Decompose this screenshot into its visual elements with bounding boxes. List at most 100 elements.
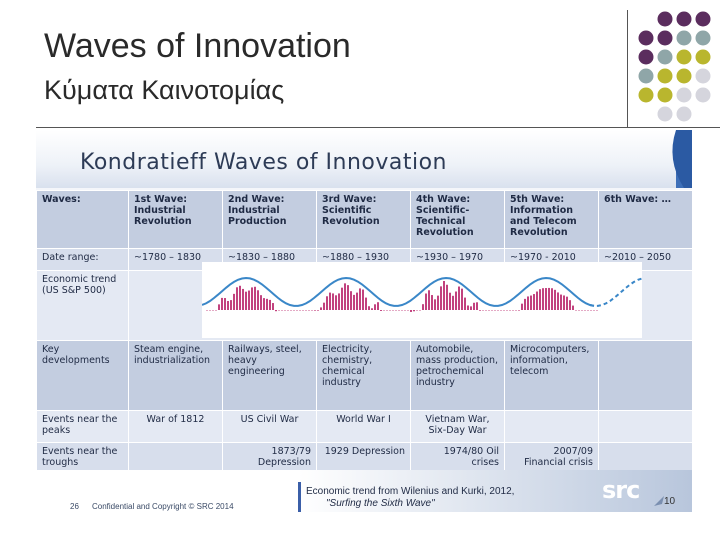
key-cell: Electricity, chemistry, chemical industr… [316, 340, 411, 411]
footer-slide-number: 26 [70, 502, 79, 511]
trough-cell: 1873/79 Depression [222, 442, 317, 473]
row-label: Economic trend (US S&P 500) [36, 270, 129, 341]
trend-bar [431, 295, 433, 310]
trend-bar [251, 287, 253, 310]
table-row: Key developments Steam engine, industria… [36, 340, 692, 411]
trend-bar [464, 297, 466, 310]
trend-bar [458, 286, 460, 310]
trend-bar [461, 288, 463, 310]
trend-bar [368, 306, 370, 310]
decorative-dot [638, 87, 654, 103]
trend-bar [245, 291, 247, 310]
trough-cell: 2007/09 Financial crisis [504, 442, 599, 473]
decorative-dot [638, 68, 654, 84]
trend-bar [539, 289, 541, 310]
embedded-slide-image: Kondratieff Waves of Innovation Waves: 1… [36, 130, 692, 512]
trend-bar [410, 310, 412, 312]
trend-bar [320, 307, 322, 310]
trend-bar [548, 287, 550, 310]
trend-bar [542, 288, 544, 310]
decorative-dot [695, 68, 711, 84]
trend-bar [425, 293, 427, 310]
decorative-dot [657, 68, 673, 84]
trend-bar [350, 291, 352, 310]
decorative-dot-grid [638, 11, 711, 122]
peak-cell: War of 1812 [128, 410, 223, 443]
chart-background [202, 262, 642, 338]
trend-bar [221, 297, 223, 310]
trend-bar [479, 310, 481, 311]
trend-bar [341, 287, 343, 310]
slide-subtitle: Κύματα Καινοτομίας [44, 75, 285, 105]
header-cell: 2nd Wave: Industrial Production [222, 190, 317, 249]
table-row: Events near the peaks War of 1812 US Civ… [36, 410, 692, 443]
page-number: 10 [664, 496, 676, 507]
decorative-vertical-line [627, 10, 628, 128]
trend-bar [230, 300, 232, 310]
trend-bar [371, 308, 373, 310]
trend-bar [365, 297, 367, 310]
trend-bar [434, 299, 436, 310]
trend-bar [314, 310, 316, 311]
decorative-dot [695, 30, 711, 46]
trend-bar [530, 295, 532, 310]
embedded-slide-title: Kondratieff Waves of Innovation [80, 150, 447, 175]
trend-bar [323, 302, 325, 310]
decorative-dot [638, 49, 654, 65]
trend-bar [422, 304, 424, 310]
trough-cell: 1974/80 Oil crises [410, 442, 505, 473]
trend-bar [554, 289, 556, 310]
trend-bar [521, 303, 523, 310]
trend-bar [317, 310, 319, 311]
decorative-dot [638, 30, 654, 46]
trend-bar [518, 310, 520, 311]
trend-bar [440, 286, 442, 310]
decorative-dot [676, 30, 692, 46]
trend-bar [380, 310, 382, 311]
key-cell [598, 340, 692, 411]
decorative-dot [695, 87, 711, 103]
header-cell: Waves: [36, 190, 129, 249]
key-cell: Steam engine, industrialization [128, 340, 223, 411]
trend-bar [272, 303, 274, 310]
page-number-arrow-icon [654, 496, 664, 506]
trend-bar [275, 310, 277, 312]
decorative-dot [657, 106, 673, 122]
row-label: Events near the peaks [36, 410, 129, 443]
row-label: Date range: [36, 248, 129, 271]
trend-bar [248, 290, 250, 310]
trend-bar [449, 292, 451, 310]
trend-bar [257, 290, 259, 310]
trend-bar [566, 296, 568, 310]
trend-bar [326, 296, 328, 310]
header-cell: 4th Wave: Scientific-Technical Revolutio… [410, 190, 505, 249]
decorative-dot [676, 49, 692, 65]
trend-bar [446, 284, 448, 310]
trend-bar [560, 294, 562, 310]
trend-bar [437, 295, 439, 310]
trend-bar [374, 304, 376, 310]
trough-cell [128, 442, 223, 473]
trend-bar [473, 302, 475, 310]
decorative-dot [676, 11, 692, 27]
footer-accent-bar [298, 482, 301, 512]
trend-bar [233, 293, 235, 310]
embedded-slide-footer: 26 Confidential and Copyright © SRC 2014… [36, 470, 692, 512]
trend-bar [242, 288, 244, 310]
trend-bar [443, 280, 445, 310]
trend-bar [467, 305, 469, 310]
decorative-dot [657, 49, 673, 65]
trend-bar [377, 302, 379, 310]
header-cell: 5th Wave: Information and Telecom Revolu… [504, 190, 599, 249]
trend-bar [452, 295, 454, 310]
trend-bar [569, 300, 571, 310]
date-cell: ~1780 – 1830 [128, 248, 223, 271]
trend-bar [551, 288, 553, 310]
trend-bar [224, 298, 226, 310]
table-row: Events near the troughs 1873/79 Depressi… [36, 442, 692, 473]
header-cell: 6th Wave: … [598, 190, 692, 249]
header-cell: 1st Wave: Industrial Revolution [128, 190, 223, 249]
decorative-dot [657, 11, 673, 27]
trend-bar [428, 290, 430, 310]
trend-bar [413, 310, 415, 312]
